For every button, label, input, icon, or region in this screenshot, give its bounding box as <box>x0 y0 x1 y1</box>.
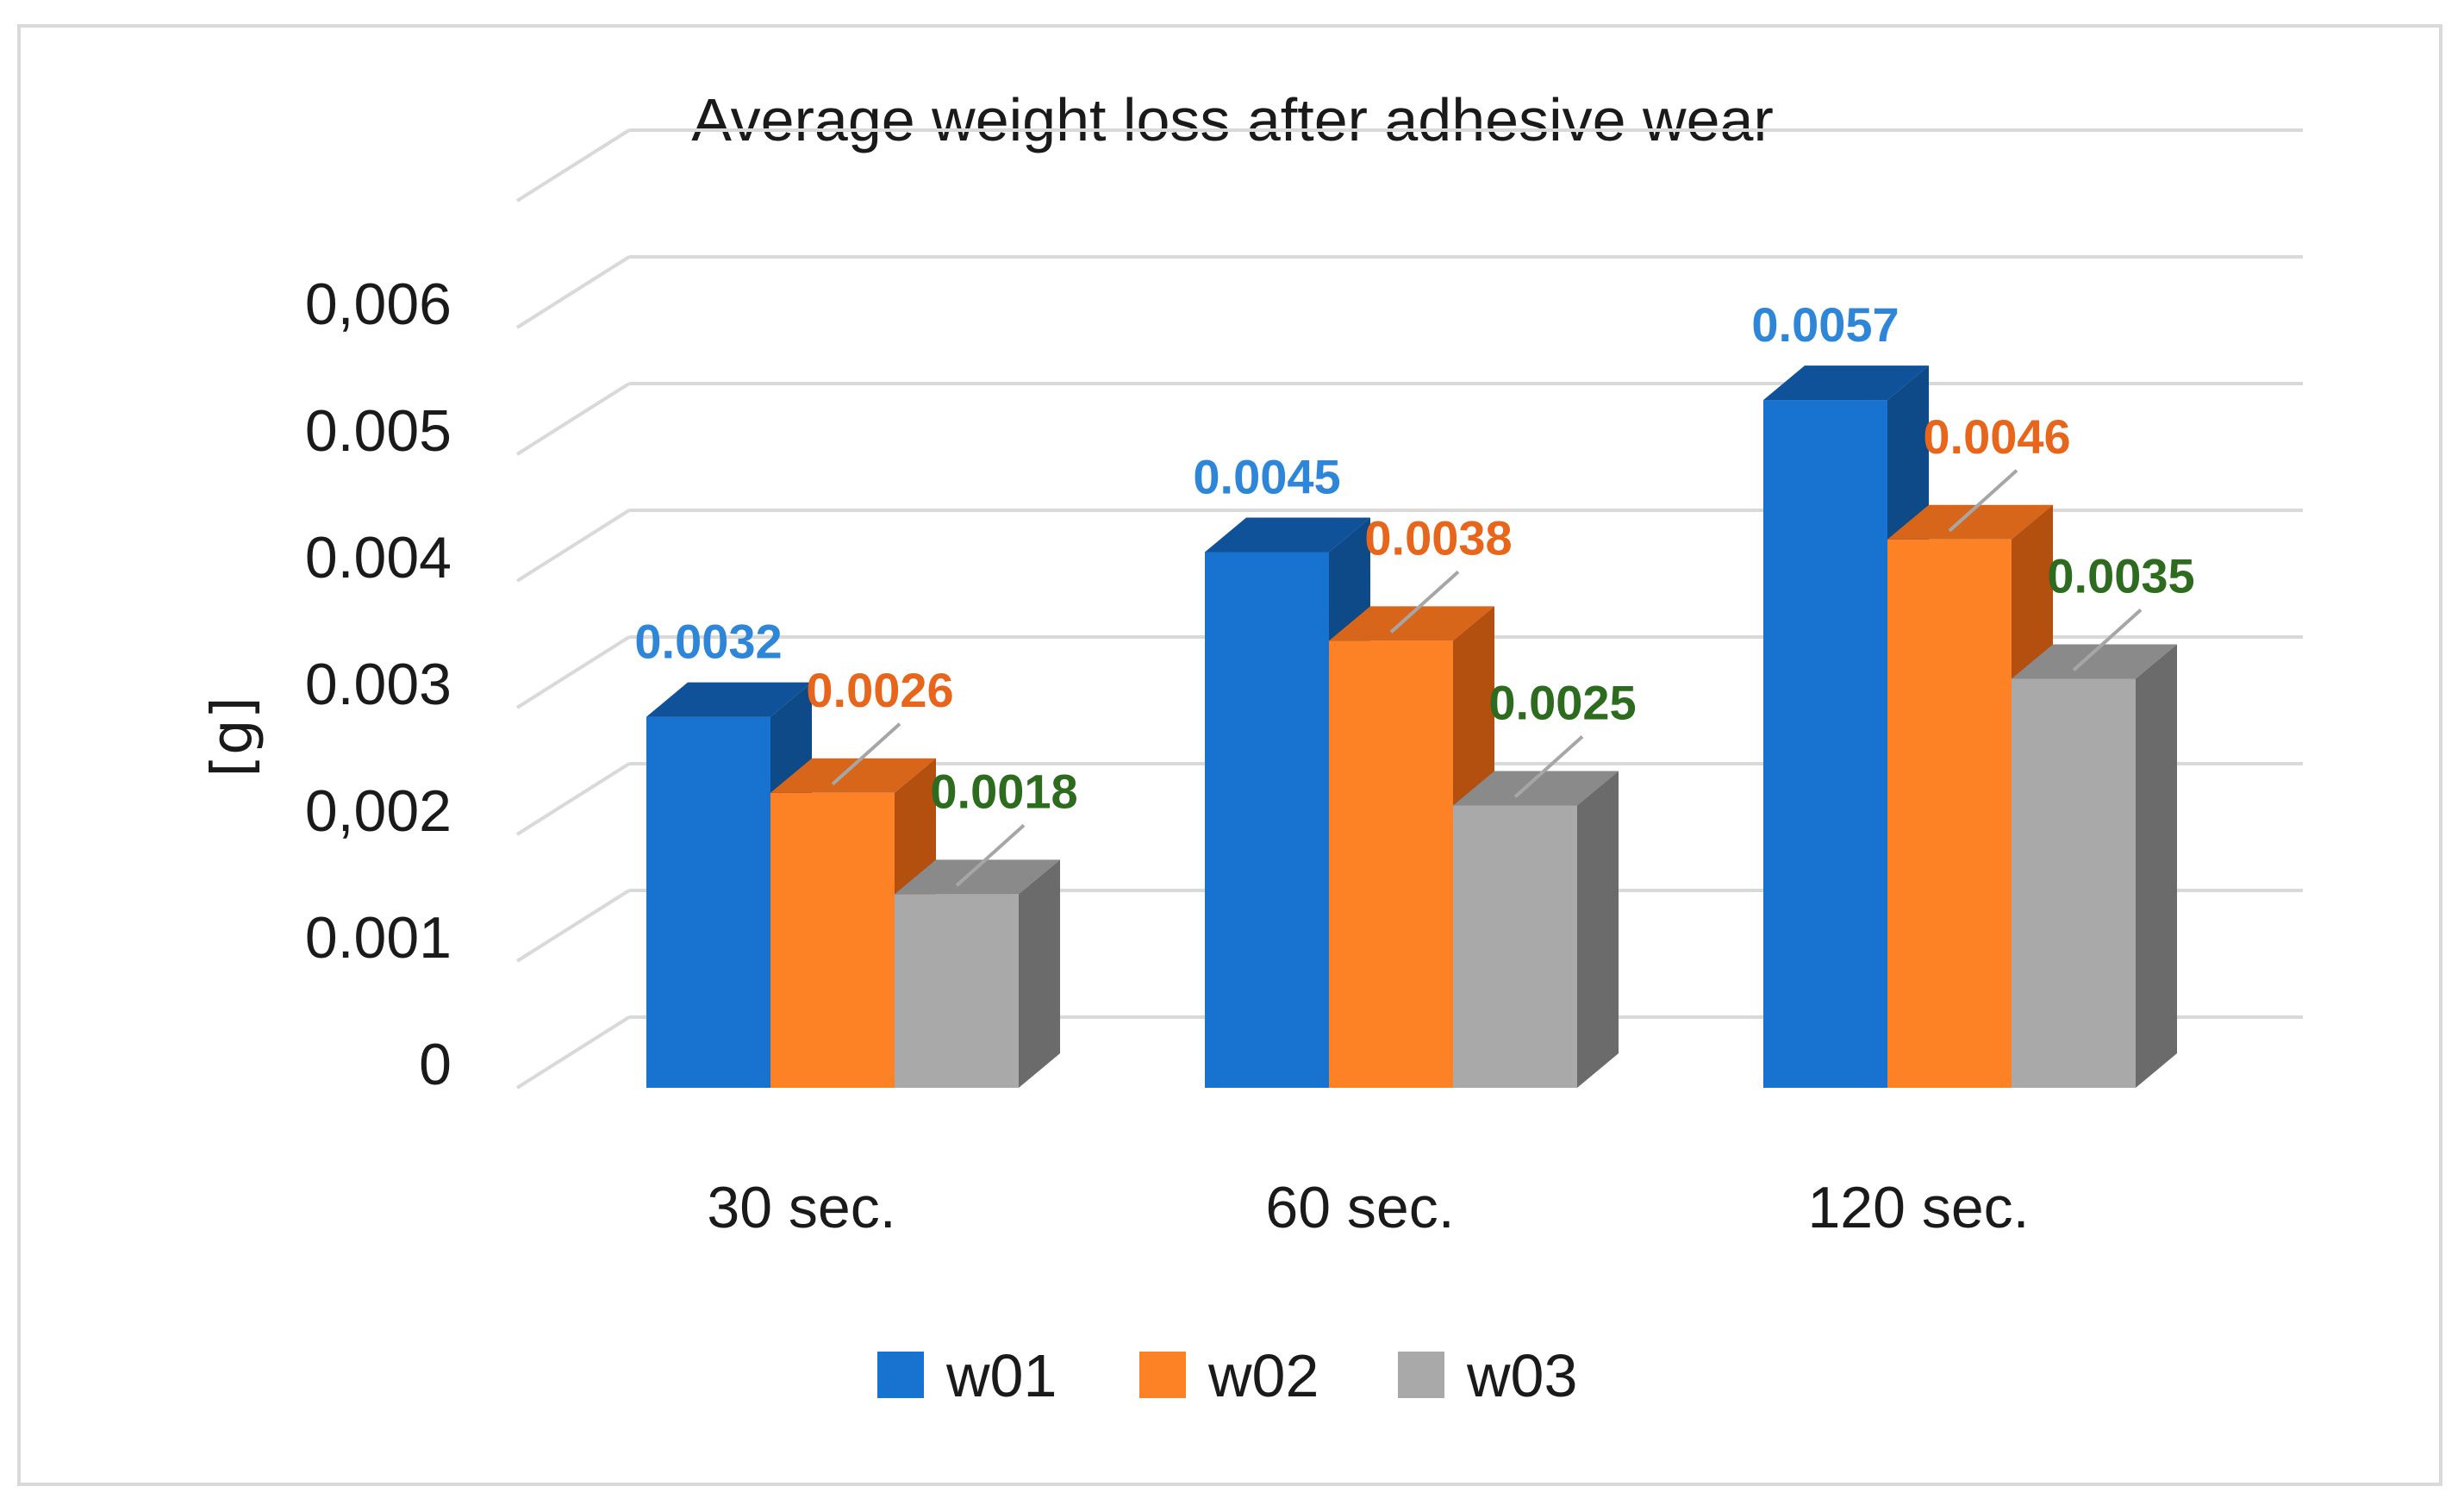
bar-side <box>1019 859 1060 1088</box>
bar-front <box>1887 539 2012 1088</box>
gridline-depth <box>515 509 631 583</box>
gridline-depth <box>515 382 631 456</box>
bar-top <box>895 859 1060 895</box>
data-label: 0.0018 <box>930 764 1077 818</box>
bar-w03-1: 0.0025 <box>1453 676 1637 1088</box>
bar-side <box>2136 644 2177 1088</box>
y-tick-label: 0.001 <box>305 905 452 971</box>
y-tick-label: 0,006 <box>305 272 452 337</box>
legend: w01 w02 w03 <box>877 1342 1577 1409</box>
x-category-label: 120 sec. <box>1807 1175 2029 1240</box>
bar-top <box>646 682 812 717</box>
bar-front <box>895 894 1019 1088</box>
bar-layer: 0.0032 0.0026 0.0018 0.0045 0.0038 0.0025 0.00… <box>634 297 2195 1089</box>
bar-top <box>1763 365 1929 401</box>
bar-w02-2: 0.0046 <box>1887 409 2071 1088</box>
leader-line <box>1389 570 1460 634</box>
leader-line <box>831 722 901 786</box>
y-tick-label: 0.004 <box>305 525 452 590</box>
x-axis-categories: 30 sec. 60 sec. 120 sec. <box>707 1175 2029 1240</box>
leader-line <box>1513 735 1584 798</box>
legend-swatch-w02 <box>1139 1352 1186 1398</box>
x-category-label: 60 sec. <box>1265 1175 1454 1240</box>
legend-label-w02: w02 <box>1207 1342 1319 1409</box>
leader-line <box>955 823 1026 887</box>
legend-label-w01: w01 <box>945 1342 1057 1409</box>
bar-front <box>1205 552 1329 1088</box>
gridline-depth <box>515 1015 631 1090</box>
bar-top <box>1205 517 1370 553</box>
y-tick-label: 0 <box>419 1032 452 1097</box>
gridline-depth <box>515 635 631 709</box>
bar-front <box>1453 805 1577 1088</box>
legend-swatch-w01 <box>877 1352 924 1398</box>
bar-w03-2: 0.0035 <box>2012 549 2195 1088</box>
y-axis-label: [g] <box>199 696 265 777</box>
data-label: 0.0035 <box>2047 549 2194 603</box>
bar-w03-0: 0.0018 <box>895 764 1078 1088</box>
gridline-depth <box>515 128 631 203</box>
x-category-label: 30 sec. <box>707 1175 895 1240</box>
bar-front <box>770 792 895 1088</box>
bar-top <box>770 758 936 793</box>
bar-top <box>1887 504 2053 540</box>
data-label: 0.0038 <box>1364 510 1512 565</box>
data-label: 0.0025 <box>1488 676 1636 730</box>
y-tick-label: 0.005 <box>305 398 452 464</box>
chart-title: Average weight loss after adhesive wear <box>691 86 1774 153</box>
legend-label-w03: w03 <box>1466 1342 1577 1409</box>
leader-line <box>2072 609 2143 671</box>
gridline-depth <box>515 762 631 836</box>
bar-front <box>1763 400 1887 1089</box>
leader-line <box>1948 469 2018 533</box>
y-axis-ticks: 0 0.001 0,002 0.003 0.004 0.005 0,006 <box>305 272 452 1097</box>
data-label: 0.0057 <box>1751 297 1899 352</box>
data-label: 0.0032 <box>634 615 782 669</box>
legend-swatch-w03 <box>1398 1352 1444 1398</box>
bar-side <box>1577 771 1619 1088</box>
bar-w02-1: 0.0038 <box>1329 510 1513 1088</box>
data-label: 0.0045 <box>1193 450 1340 504</box>
gridline-depth <box>515 889 631 963</box>
gridline-depth <box>515 255 631 329</box>
bar-front <box>1329 640 1453 1088</box>
bar-top <box>1329 606 1494 641</box>
y-tick-label: 0.003 <box>305 652 452 717</box>
bar-top <box>1453 771 1619 806</box>
data-label: 0.0046 <box>1923 409 2070 464</box>
y-tick-label: 0,002 <box>305 778 452 844</box>
data-label: 0.0026 <box>806 663 953 717</box>
bar-front <box>646 716 770 1088</box>
bar-top <box>2012 644 2177 679</box>
bar-front <box>2012 678 2136 1088</box>
